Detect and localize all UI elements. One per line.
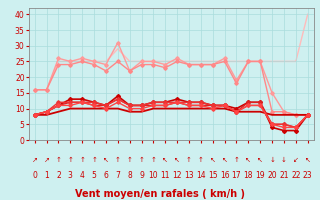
Text: 2: 2 bbox=[56, 171, 61, 180]
Text: ↑: ↑ bbox=[68, 157, 73, 163]
Text: ↖: ↖ bbox=[245, 157, 251, 163]
Text: 23: 23 bbox=[303, 171, 312, 180]
Text: 20: 20 bbox=[267, 171, 277, 180]
Text: ↑: ↑ bbox=[79, 157, 85, 163]
Text: ↖: ↖ bbox=[162, 157, 168, 163]
Text: 12: 12 bbox=[172, 171, 182, 180]
Text: ↑: ↑ bbox=[115, 157, 121, 163]
Text: ↖: ↖ bbox=[305, 157, 311, 163]
Text: ↖: ↖ bbox=[222, 157, 228, 163]
Text: ↖: ↖ bbox=[103, 157, 109, 163]
Text: 22: 22 bbox=[291, 171, 300, 180]
Text: 6: 6 bbox=[103, 171, 108, 180]
Text: 1: 1 bbox=[44, 171, 49, 180]
Text: ↑: ↑ bbox=[139, 157, 144, 163]
Text: ↙: ↙ bbox=[293, 157, 299, 163]
Text: 9: 9 bbox=[139, 171, 144, 180]
Text: 17: 17 bbox=[232, 171, 241, 180]
Text: 3: 3 bbox=[68, 171, 73, 180]
Text: ↑: ↑ bbox=[198, 157, 204, 163]
Text: ↓: ↓ bbox=[281, 157, 287, 163]
Text: ↓: ↓ bbox=[269, 157, 275, 163]
Text: 4: 4 bbox=[80, 171, 84, 180]
Text: ↗: ↗ bbox=[32, 157, 38, 163]
Text: ↖: ↖ bbox=[210, 157, 216, 163]
Text: 11: 11 bbox=[161, 171, 170, 180]
Text: ↑: ↑ bbox=[91, 157, 97, 163]
Text: 8: 8 bbox=[127, 171, 132, 180]
Text: 16: 16 bbox=[220, 171, 229, 180]
Text: Vent moyen/en rafales ( km/h ): Vent moyen/en rafales ( km/h ) bbox=[75, 189, 245, 199]
Text: 21: 21 bbox=[279, 171, 289, 180]
Text: 14: 14 bbox=[196, 171, 206, 180]
Text: ↑: ↑ bbox=[186, 157, 192, 163]
Text: 7: 7 bbox=[116, 171, 120, 180]
Text: 18: 18 bbox=[244, 171, 253, 180]
Text: 15: 15 bbox=[208, 171, 218, 180]
Text: ↗: ↗ bbox=[44, 157, 50, 163]
Text: ↑: ↑ bbox=[56, 157, 61, 163]
Text: ↑: ↑ bbox=[127, 157, 132, 163]
Text: 13: 13 bbox=[184, 171, 194, 180]
Text: ↖: ↖ bbox=[257, 157, 263, 163]
Text: 5: 5 bbox=[92, 171, 97, 180]
Text: ↑: ↑ bbox=[234, 157, 239, 163]
Text: ↑: ↑ bbox=[150, 157, 156, 163]
Text: 0: 0 bbox=[32, 171, 37, 180]
Text: 19: 19 bbox=[255, 171, 265, 180]
Text: ↖: ↖ bbox=[174, 157, 180, 163]
Text: 10: 10 bbox=[148, 171, 158, 180]
